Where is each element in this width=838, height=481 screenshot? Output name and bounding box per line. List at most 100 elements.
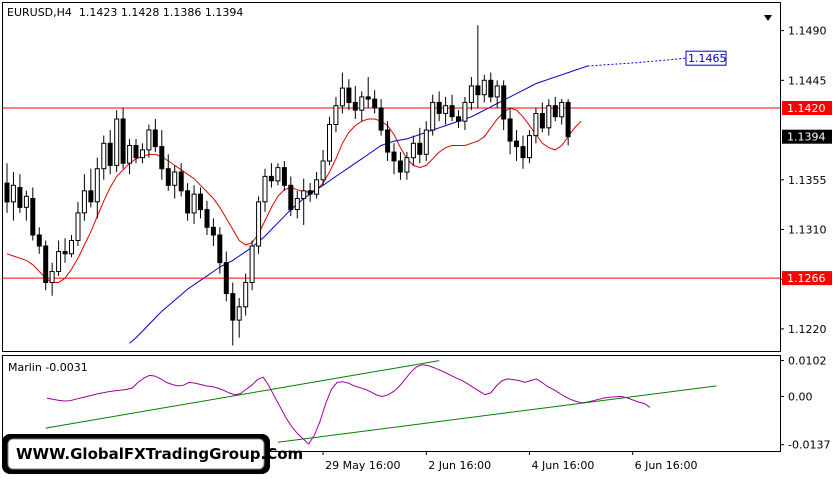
candle-bear [552, 105, 558, 118]
time-tick-label: 2 Jun 16:00 [428, 459, 491, 472]
ma-fast-line [6, 107, 582, 283]
candle-bull [243, 282, 249, 308]
candle-bear [417, 142, 423, 155]
candle-bear [17, 187, 23, 208]
target-price-label: 1.1465 [685, 50, 727, 66]
candle-bear [352, 101, 358, 111]
candles-group [4, 25, 571, 346]
candle-bear [488, 79, 494, 98]
candle-bear [210, 226, 216, 236]
candle-bear [397, 160, 403, 173]
candle-bear [268, 175, 274, 182]
candle-bear [378, 107, 384, 131]
main-plot-frame [2, 2, 781, 352]
candle-bull [430, 101, 436, 131]
candle-bull [191, 193, 197, 214]
candle-bear [107, 142, 113, 166]
price-tick-label: 1.1310 [788, 224, 827, 237]
candle-bull [56, 251, 62, 273]
candle-bear [178, 171, 184, 192]
candle-bull [256, 201, 262, 247]
candle-bull [49, 271, 55, 283]
candle-bear [288, 184, 294, 211]
watermark-text: WWW.GlobalFXTradingGroup.Com [16, 445, 303, 463]
candle-bull [94, 168, 100, 203]
price-tick-label: 1.1490 [788, 25, 827, 38]
oscillator-series [46, 364, 651, 445]
candle-bear [514, 140, 519, 148]
ma-slow-projection-line [587, 57, 687, 67]
candle-bull [249, 245, 255, 283]
watermark-badge: WWW.GlobalFXTradingGroup.Com [2, 434, 303, 474]
time-tick-label: 4 Jun 16:00 [532, 459, 595, 472]
upper-level-price-text: 1.1420 [787, 102, 826, 115]
ma-slow-series [129, 57, 687, 344]
ma-slow-line [129, 65, 588, 344]
candle-bull [140, 149, 145, 159]
candle-bear [43, 245, 49, 283]
candle-bull [236, 306, 242, 321]
candle-bull [423, 129, 429, 155]
time-tick-label: 6 Jun 16:00 [635, 459, 698, 472]
candle-bear [520, 146, 526, 159]
target-price-text: 1.1465 [688, 52, 727, 65]
candle-bull [533, 113, 539, 137]
price-tick-label: 1.1355 [788, 174, 827, 187]
candle-bull [75, 212, 81, 241]
indicator-axis: 0.0102 0.00 -0.0137 [780, 355, 830, 452]
candle-bull [275, 167, 281, 182]
candle-bear [62, 251, 68, 255]
candle-bull [69, 240, 74, 255]
candle-bear [230, 293, 236, 321]
candle-bear [120, 118, 126, 164]
current-price-text: 1.1394 [787, 131, 826, 144]
candle-bull [81, 190, 87, 214]
candle-bull [10, 184, 16, 203]
indicator-tick-label: 0.00 [788, 391, 813, 404]
candle-bear [449, 105, 455, 118]
price-tick-label: 1.1445 [788, 74, 827, 87]
candle-bull [127, 145, 133, 164]
candle-bull [320, 160, 326, 181]
candle-bull [359, 96, 365, 111]
candle-bull [172, 171, 178, 186]
candle-bull [114, 118, 120, 166]
candle-bull [327, 124, 332, 162]
oscillator-line [46, 364, 651, 445]
price-tick-label: 1.1220 [788, 323, 827, 336]
indicator-tick-label: -0.0137 [788, 439, 830, 452]
candle-bear [4, 182, 10, 203]
candle-bull [101, 142, 107, 170]
candle-bear [346, 87, 352, 103]
current-price-label: 1.1394 [782, 129, 832, 144]
candle-bull [339, 87, 345, 107]
candle-bear [88, 190, 94, 203]
candle-bull [314, 179, 320, 195]
candle-bear [507, 118, 513, 142]
candle-bull [410, 142, 416, 159]
indicator-tick-label: 0.0102 [788, 355, 827, 368]
candle-bull [481, 79, 487, 96]
indicator-trend-line-1 [277, 385, 717, 443]
time-axis: 29 May 16:00 2 Jun 16:00 4 Jun 16:00 6 Jun … [322, 451, 698, 472]
candle-bear [165, 168, 171, 186]
triangle-down-icon[interactable] [764, 15, 772, 21]
indicator-trend-lines [45, 360, 717, 443]
candle-bear [385, 129, 391, 153]
candle-bear [223, 262, 229, 295]
lower-level-label: 1.1266 [782, 271, 832, 286]
candle-bull [23, 195, 29, 208]
candle-bull [527, 135, 532, 159]
candle-bear [30, 198, 36, 236]
candle-bull [443, 105, 449, 114]
candle-bear [159, 146, 165, 170]
candle-bear [539, 113, 545, 129]
candle-bear [217, 234, 223, 264]
candle-bear [198, 193, 203, 211]
horizontal-levels [3, 107, 780, 279]
lower-level-price-text: 1.1266 [787, 272, 826, 285]
time-tick-label: 29 May 16:00 [325, 459, 400, 472]
candle-bear [133, 145, 139, 159]
candle-bear [501, 85, 507, 120]
